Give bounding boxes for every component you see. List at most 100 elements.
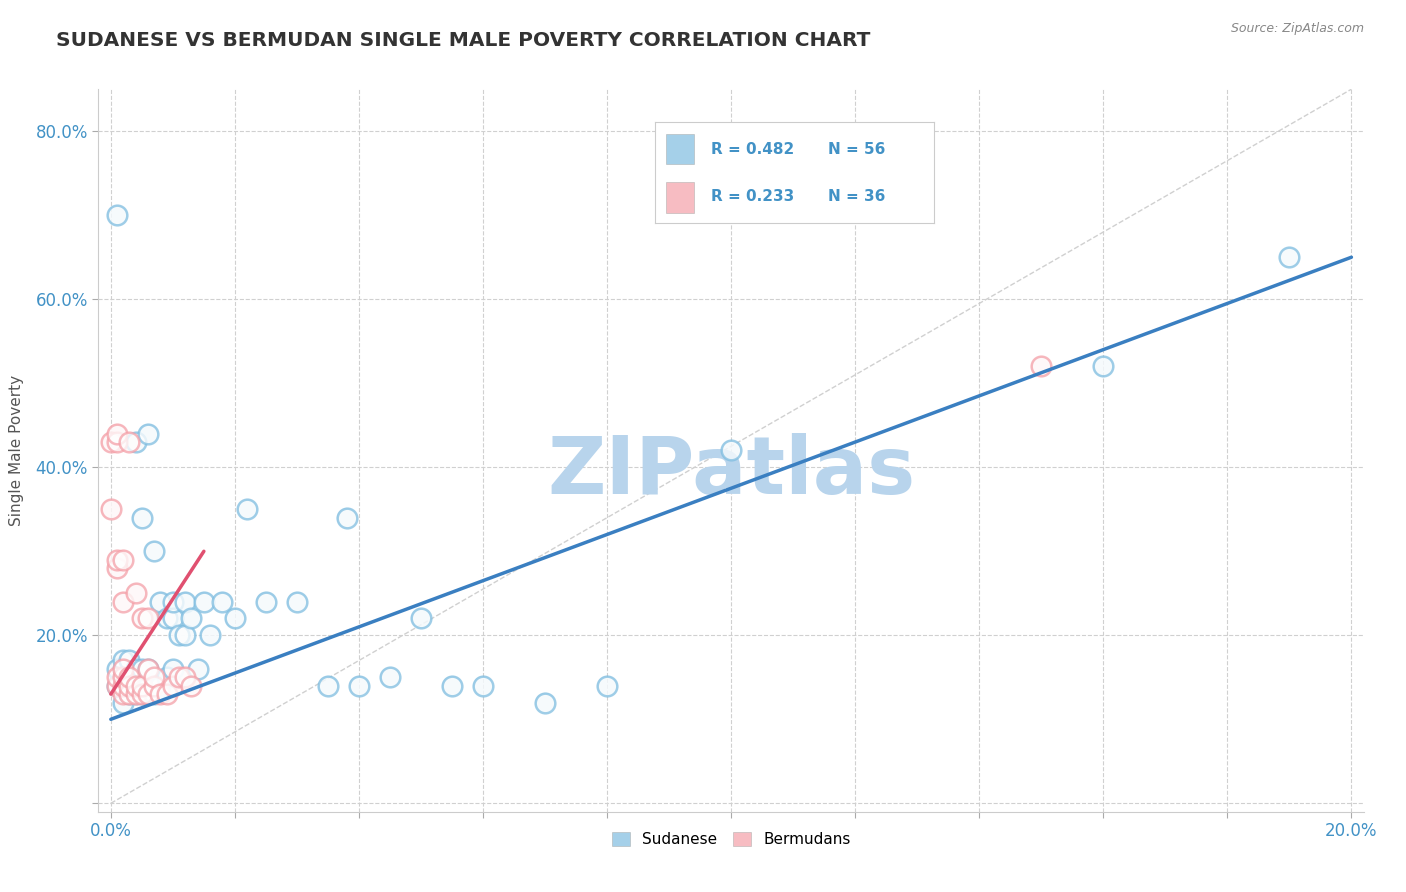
Point bbox=[131, 687, 153, 701]
Point bbox=[187, 662, 209, 676]
Point bbox=[224, 611, 246, 625]
Point bbox=[136, 662, 159, 676]
Point bbox=[136, 679, 159, 693]
Point bbox=[472, 679, 495, 693]
Point bbox=[187, 662, 209, 676]
Point bbox=[156, 687, 179, 701]
Text: SUDANESE VS BERMUDAN SINGLE MALE POVERTY CORRELATION CHART: SUDANESE VS BERMUDAN SINGLE MALE POVERTY… bbox=[56, 31, 870, 50]
Point bbox=[105, 670, 128, 684]
Point bbox=[143, 679, 166, 693]
Point bbox=[316, 679, 339, 693]
Point bbox=[143, 544, 166, 558]
Legend: Sudanese, Bermudans: Sudanese, Bermudans bbox=[605, 824, 858, 855]
Point bbox=[149, 687, 172, 701]
Point bbox=[136, 662, 159, 676]
Point bbox=[131, 679, 153, 693]
Point bbox=[131, 662, 153, 676]
Text: ZIPatlas: ZIPatlas bbox=[547, 434, 915, 511]
Point bbox=[254, 595, 277, 609]
Point bbox=[167, 628, 190, 642]
Point bbox=[162, 595, 184, 609]
Point bbox=[167, 628, 190, 642]
Point bbox=[131, 611, 153, 625]
Point bbox=[105, 679, 128, 693]
Point bbox=[162, 662, 184, 676]
Point bbox=[105, 662, 128, 676]
Point bbox=[118, 670, 141, 684]
Y-axis label: Single Male Poverty: Single Male Poverty bbox=[10, 375, 24, 526]
Point bbox=[124, 679, 146, 693]
Point bbox=[124, 586, 146, 600]
Point bbox=[112, 653, 135, 667]
Point bbox=[1092, 359, 1115, 374]
Point bbox=[118, 679, 141, 693]
Point bbox=[112, 679, 135, 693]
Point bbox=[112, 662, 135, 676]
Point bbox=[409, 611, 432, 625]
Point bbox=[100, 435, 122, 450]
Point bbox=[534, 696, 557, 710]
Point bbox=[180, 679, 202, 693]
Point bbox=[136, 611, 159, 625]
Point bbox=[124, 687, 146, 701]
Point bbox=[105, 561, 128, 575]
Point bbox=[149, 595, 172, 609]
Point bbox=[112, 595, 135, 609]
Point bbox=[124, 662, 146, 676]
Point bbox=[440, 679, 463, 693]
Point bbox=[112, 670, 135, 684]
Point bbox=[112, 696, 135, 710]
Point bbox=[112, 687, 135, 701]
Point bbox=[285, 595, 308, 609]
Point bbox=[105, 662, 128, 676]
Point bbox=[136, 662, 159, 676]
Point bbox=[118, 653, 141, 667]
Point bbox=[118, 670, 141, 684]
Point bbox=[124, 662, 146, 676]
Point bbox=[131, 611, 153, 625]
Point bbox=[136, 426, 159, 441]
Point bbox=[105, 208, 128, 222]
Point bbox=[105, 679, 128, 693]
Point bbox=[347, 679, 370, 693]
Point bbox=[105, 435, 128, 450]
Point bbox=[131, 679, 153, 693]
Point bbox=[174, 595, 197, 609]
Point bbox=[335, 510, 357, 524]
Point bbox=[118, 653, 141, 667]
Point bbox=[156, 611, 179, 625]
Point bbox=[149, 679, 172, 693]
Point bbox=[162, 679, 184, 693]
Point bbox=[112, 552, 135, 566]
Point bbox=[335, 510, 357, 524]
Point bbox=[193, 595, 215, 609]
Point bbox=[174, 628, 197, 642]
Point bbox=[124, 679, 146, 693]
Point bbox=[347, 679, 370, 693]
Point bbox=[100, 435, 122, 450]
Point bbox=[131, 510, 153, 524]
Point bbox=[1031, 359, 1053, 374]
Point bbox=[112, 662, 135, 676]
Point bbox=[112, 679, 135, 693]
Point bbox=[131, 687, 153, 701]
Point bbox=[112, 679, 135, 693]
Point bbox=[105, 552, 128, 566]
Point bbox=[180, 679, 202, 693]
Point bbox=[136, 679, 159, 693]
Point bbox=[198, 628, 221, 642]
Point bbox=[162, 611, 184, 625]
Point bbox=[143, 670, 166, 684]
Point bbox=[534, 696, 557, 710]
Point bbox=[136, 687, 159, 701]
Point bbox=[112, 653, 135, 667]
Point bbox=[236, 502, 259, 516]
Point bbox=[105, 552, 128, 566]
Point bbox=[124, 679, 146, 693]
Point bbox=[211, 595, 233, 609]
Point bbox=[136, 611, 159, 625]
Point bbox=[105, 679, 128, 693]
Point bbox=[378, 670, 401, 684]
Point bbox=[167, 670, 190, 684]
Point bbox=[118, 670, 141, 684]
